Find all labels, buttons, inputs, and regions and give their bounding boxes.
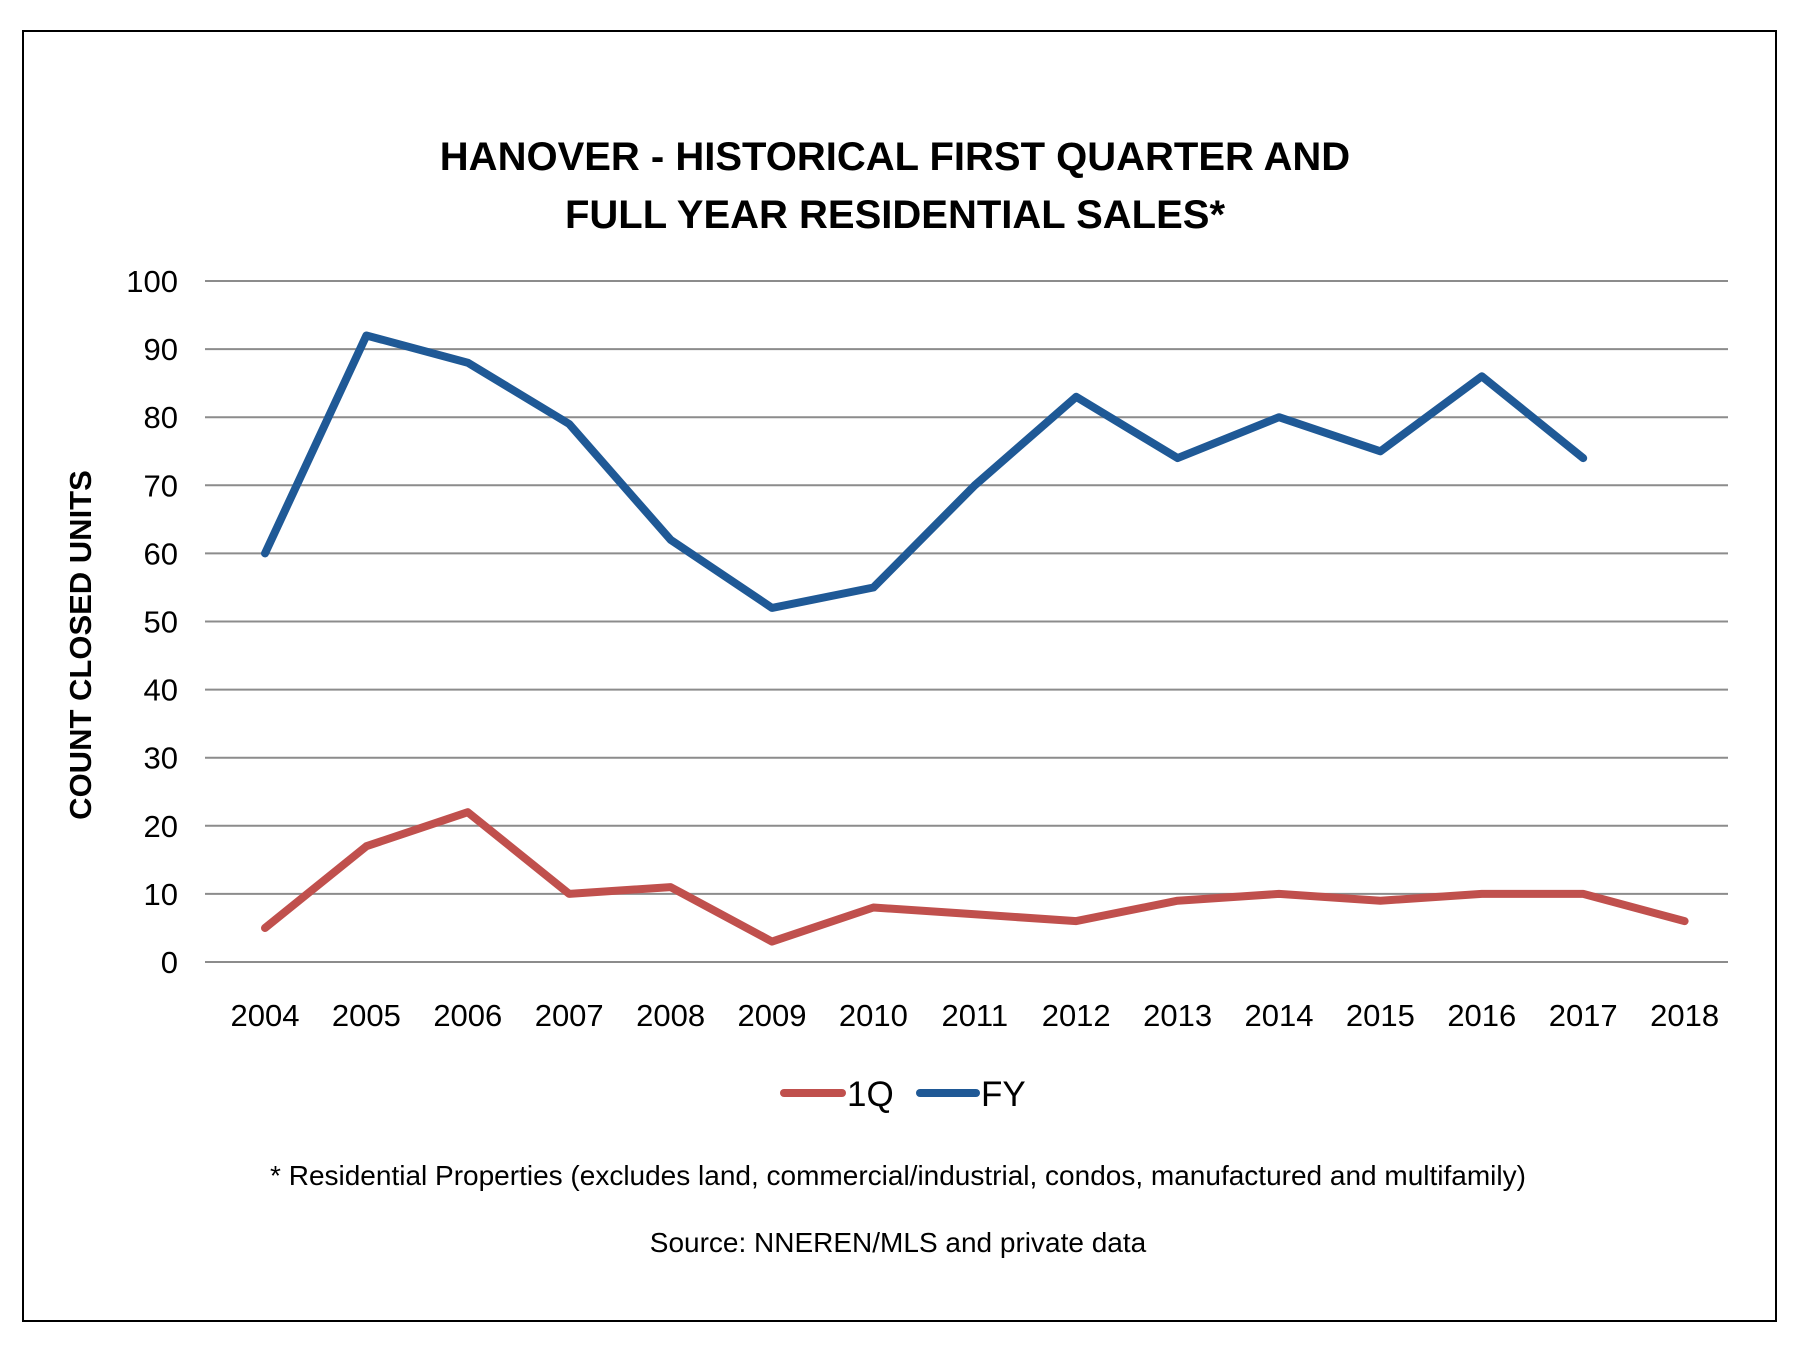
gridlines — [205, 280, 1728, 963]
y-tick-label: 90 — [144, 332, 178, 367]
y-tick-label: 70 — [144, 468, 178, 503]
data-point-1q — [670, 886, 672, 888]
y-tick-label: 20 — [144, 809, 178, 844]
x-tick-label: 2017 — [1549, 998, 1618, 1033]
x-tick-label: 2015 — [1346, 998, 1415, 1033]
y-tick-labels: 0 10 20 30 40 50 60 70 80 90 100 — [126, 264, 178, 980]
source-note: Source: NNEREN/MLS and private data — [650, 1227, 1147, 1258]
data-point-fy — [1582, 457, 1584, 459]
data-point-1q — [467, 811, 469, 813]
x-tick-labels: 2004 2005 2006 2007 2008 2009 2010 2011 2012 2013… — [231, 998, 1720, 1033]
y-axis-label: COUNT CLOSED UNITS — [63, 470, 98, 820]
legend: 1Q FY — [780, 1075, 1026, 1114]
y-tick-label: 100 — [126, 264, 178, 299]
x-tick-label: 2014 — [1245, 998, 1314, 1033]
x-tick-label: 2004 — [231, 998, 300, 1033]
data-point-fy — [974, 484, 976, 486]
data-point-1q — [1278, 893, 1280, 895]
chart-title-line-1: HANOVER - HISTORICAL FIRST QUARTER AND — [440, 135, 1350, 179]
legend-label-fy: FY — [981, 1075, 1026, 1114]
legend-label-1q: 1Q — [847, 1075, 894, 1114]
data-point-1q — [771, 941, 773, 943]
data-point-1q — [1582, 893, 1584, 895]
x-tick-label: 2005 — [332, 998, 401, 1033]
series-line-1q — [261, 808, 1689, 946]
data-point-fy — [670, 539, 672, 541]
data-point-1q — [365, 845, 367, 847]
data-point-fy — [1278, 416, 1280, 418]
data-point-fy — [1075, 396, 1077, 398]
data-point-fy — [771, 607, 773, 609]
y-tick-label: 10 — [144, 877, 178, 912]
x-tick-label: 2010 — [839, 998, 908, 1033]
data-point-1q — [1075, 920, 1077, 922]
footnote: * Residential Properties (excludes land,… — [270, 1160, 1526, 1191]
y-tick-label: 60 — [144, 536, 178, 571]
data-point-fy — [264, 552, 266, 554]
chart-frame — [22, 30, 1777, 1322]
data-point-fy — [365, 334, 367, 336]
data-point-fy — [568, 423, 570, 425]
x-tick-label: 2008 — [636, 998, 705, 1033]
data-point-fy — [467, 362, 469, 364]
chart-title-line-2: FULL YEAR RESIDENTIAL SALES* — [565, 193, 1226, 237]
data-point-1q — [1177, 900, 1179, 902]
data-point-1q — [1481, 893, 1483, 895]
x-tick-label: 2012 — [1042, 998, 1111, 1033]
series-lines — [261, 331, 1689, 946]
data-point-1q — [974, 913, 976, 915]
data-point-fy — [1481, 375, 1483, 377]
data-point-fy — [1379, 450, 1381, 452]
y-tick-label: 50 — [144, 605, 178, 640]
y-tick-label: 30 — [144, 741, 178, 776]
x-tick-label: 2007 — [535, 998, 604, 1033]
y-tick-label: 40 — [144, 673, 178, 708]
x-tick-label: 2011 — [941, 998, 1008, 1033]
data-point-1q — [568, 893, 570, 895]
data-point-1q — [872, 907, 874, 909]
x-tick-label: 2018 — [1650, 998, 1719, 1033]
data-point-1q — [1684, 920, 1686, 922]
y-tick-label: 0 — [161, 945, 178, 980]
data-point-1q — [264, 927, 266, 929]
x-tick-label: 2016 — [1447, 998, 1516, 1033]
y-tick-label: 80 — [144, 400, 178, 435]
x-tick-label: 2006 — [433, 998, 502, 1033]
x-tick-label: 2013 — [1143, 998, 1212, 1033]
series-line-fy — [261, 331, 1588, 612]
data-point-fy — [1177, 457, 1179, 459]
data-point-fy — [872, 586, 874, 588]
data-point-1q — [1379, 900, 1381, 902]
x-tick-label: 2009 — [738, 998, 807, 1033]
